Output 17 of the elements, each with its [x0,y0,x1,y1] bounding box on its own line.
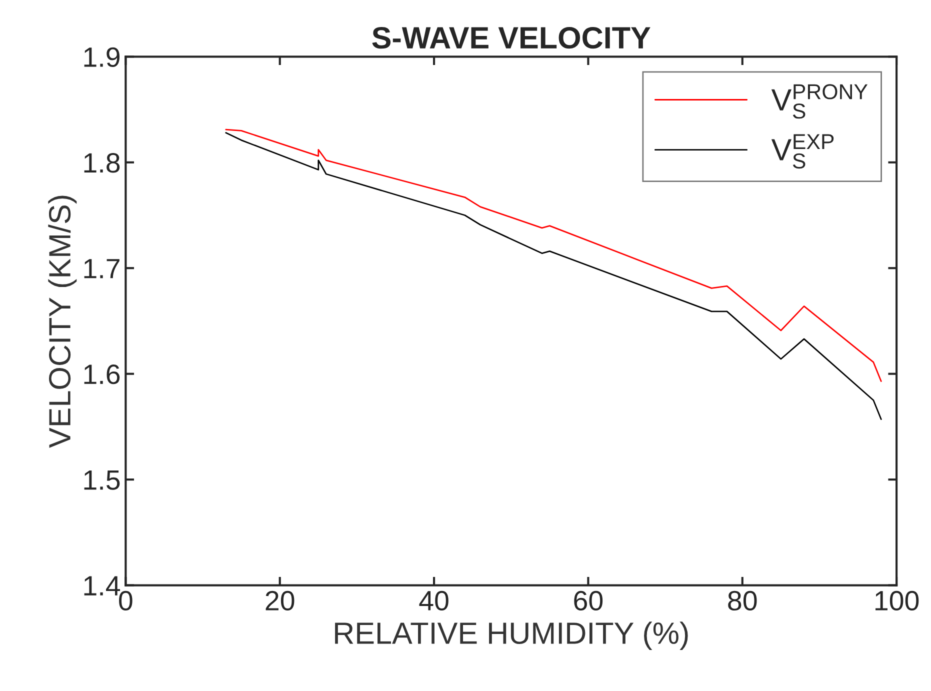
legend-label: V$^{EXP}$$_{S}$ [771,134,834,169]
y-tick-label: 1.7 [84,259,120,278]
x-axis-title: RELATIVE HUMIDITY (%) [335,622,688,650]
x-tick-label: 80 [728,590,757,611]
y-tick-label: 1.8 [84,153,120,173]
x-tick-label: 20 [266,590,294,611]
x-tick-label: 60 [574,590,603,611]
chart-title: S-WAVE VELOCITY [372,26,650,49]
y-tick-label: 1.6 [84,364,120,384]
y-tick-label: 1.9 [84,47,120,67]
x-tick-label: 40 [419,590,448,611]
legend-label: V$^{PRONY}$$_{S}$ [771,84,868,119]
x-tick-label: 0 [119,590,132,611]
x-tick-label: 100 [876,590,919,611]
y-tick-label: 1.5 [84,470,120,490]
y-tick-label: 1.4 [84,576,120,596]
y-axis-title: VELOCITY (KM/S) [48,196,77,448]
